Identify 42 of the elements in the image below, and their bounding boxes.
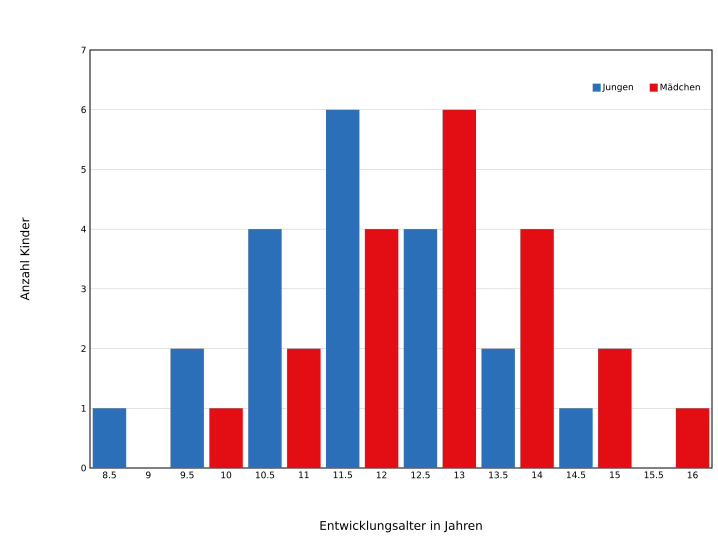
bar bbox=[404, 229, 438, 468]
x-tick-label: 9 bbox=[146, 472, 151, 478]
x-tick-label: 11 bbox=[299, 472, 309, 478]
bar bbox=[676, 408, 710, 468]
x-tick-label: 13.5 bbox=[489, 472, 508, 478]
bar bbox=[287, 348, 321, 468]
x-tick-label: 15.5 bbox=[644, 472, 663, 478]
x-tick-label: 13 bbox=[454, 472, 464, 478]
x-axis-title: Entwicklungsalter in Jahren bbox=[320, 520, 482, 532]
bar bbox=[598, 348, 632, 468]
bar bbox=[326, 110, 360, 468]
y-tick-label: 6 bbox=[81, 106, 86, 114]
x-tick-label: 9.5 bbox=[180, 472, 194, 478]
bar bbox=[481, 348, 515, 468]
y-axis-title: Anzahl Kinder bbox=[20, 218, 30, 300]
bar bbox=[520, 229, 554, 468]
legend-label: Jungen bbox=[602, 84, 633, 92]
bar bbox=[442, 110, 476, 468]
x-tick-label: 10 bbox=[221, 472, 232, 478]
y-tick-label: 7 bbox=[81, 46, 86, 54]
y-tick-label: 0 bbox=[81, 464, 86, 472]
bar bbox=[92, 408, 126, 468]
x-tick-label: 10.5 bbox=[256, 472, 274, 478]
x-tick-label: 14 bbox=[532, 472, 542, 478]
bar bbox=[170, 348, 204, 468]
bar bbox=[209, 408, 243, 468]
y-tick-label: 1 bbox=[82, 405, 86, 412]
x-tick-label: 15 bbox=[610, 472, 620, 478]
legend-label: Mädchen bbox=[660, 83, 700, 90]
x-tick-label: 14.5 bbox=[566, 472, 586, 478]
bar bbox=[559, 408, 593, 468]
y-tick-label: 3 bbox=[81, 285, 86, 292]
y-tick-label: 5 bbox=[81, 166, 86, 173]
x-tick-label: 12 bbox=[376, 472, 386, 478]
bar bbox=[248, 229, 282, 468]
x-tick-label: 11.5 bbox=[334, 472, 352, 478]
y-tick-label: 4 bbox=[81, 226, 86, 232]
x-tick-label: 8.5 bbox=[102, 472, 116, 478]
y-tick-label: 2 bbox=[81, 345, 86, 352]
x-tick-label: 16 bbox=[688, 472, 698, 478]
bar bbox=[364, 229, 398, 468]
x-tick-label: 12.5 bbox=[411, 472, 430, 478]
